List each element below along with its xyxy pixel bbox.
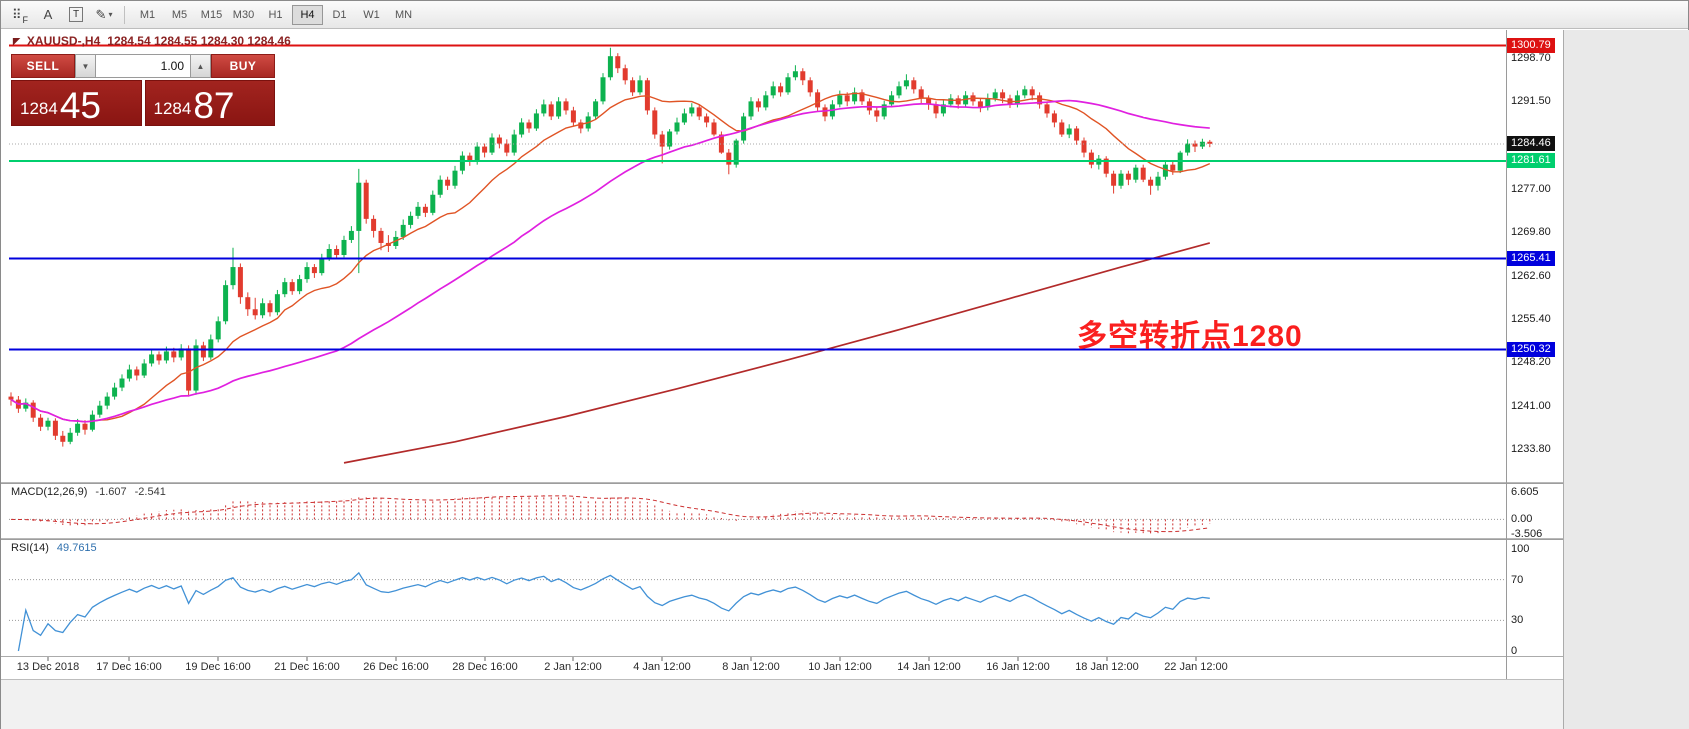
text-box-icon-glyph: T [68,7,84,22]
sell-price-main: 1284 [20,99,58,118]
macd-rsi-splitter[interactable] [1,538,1563,540]
buy-button[interactable]: BUY [211,54,275,78]
buy-price-tile[interactable]: 1284 87 [144,80,275,126]
trade-controls-row: SELL ▼ ▲ BUY [11,54,275,78]
macd-signal-value: -2.541 [134,486,166,498]
draw-tools-icon[interactable]: ✎ ▾ [91,4,117,26]
sell-button[interactable]: SELL [11,54,75,78]
lot-increase-button[interactable]: ▲ [190,54,211,78]
text-label-icon[interactable]: A [35,4,61,26]
text-label-icon-glyph: A [43,7,53,22]
toolbar-separator [124,5,125,24]
chart-annotation-text: 多空转折点1280 [1077,320,1303,353]
main-macd-splitter[interactable] [1,482,1563,484]
ohlc-values: 1284.54 1284.55 1284.30 1284.46 [107,34,291,48]
draw-tools-icon-glyph: ✎ [95,6,107,22]
rsi-value: 49.7615 [56,542,97,554]
timeframe-button-group: M1 M5 M15 M30 H1 H4 D1 W1 MN [132,4,419,25]
timeframe-button-h4[interactable]: H4 [292,4,323,25]
toolbar-icon-group: ⠿ F A T ✎ ▾ [7,4,117,26]
macd-indicator-label: MACD(12,26,9) -1.607 -2.541 [11,486,166,498]
symbol-name: XAUUSD-,H4 [26,34,101,48]
timeframe-button-mn[interactable]: MN [394,8,413,21]
rsi-name: RSI(14) [11,542,49,554]
lot-dropdown-button[interactable]: ▼ [75,54,96,78]
rsi-timeaxis-separator [1,656,1563,657]
draw-tools-icon-caret: ▾ [108,10,113,19]
text-box-icon[interactable]: T [63,4,89,26]
lot-size-input[interactable] [96,54,190,78]
timeframe-button-m30[interactable]: M30 [232,8,255,21]
macd-main-value: -1.607 [95,486,127,498]
workspace-empty-area [1563,30,1689,729]
timeframe-button-m1[interactable]: M1 [139,8,156,21]
sell-price-pips: 45 [59,84,101,126]
symbol-marker-icon: ◤ [13,35,20,46]
quote-header: ◤ XAUUSD-,H4 1284.54 1284.55 1284.30 128… [13,34,291,48]
timeframe-button-h1[interactable]: H1 [268,8,283,21]
rsi-indicator-label: RSI(14) 49.7615 [11,542,97,554]
macd-name: MACD(12,26,9) [11,486,88,498]
grid-dots-icon-suffix: F [22,14,29,25]
one-click-trading-panel: SELL ▼ ▲ BUY 1284 45 1284 87 [11,54,275,126]
price-axis-separator [1506,30,1507,679]
buy-price-main: 1284 [153,99,192,118]
buy-price-pips: 87 [193,84,235,126]
timeframe-button-m15[interactable]: M15 [200,8,223,21]
bottom-strip [1,679,1563,729]
trade-price-row: 1284 45 1284 87 [11,80,275,126]
grid-dots-icon-glyph: ⠿ [11,6,22,22]
sell-price-tile[interactable]: 1284 45 [11,80,142,126]
grid-dots-icon[interactable]: ⠿ F [7,4,33,26]
timeframe-button-d1[interactable]: D1 [332,8,347,21]
chart-toolbar: ⠿ F A T ✎ ▾ M1 M5 M15 M30 H1 H4 D1 W1 MN [1,1,1688,29]
chart-background [1,30,1563,679]
timeframe-button-m5[interactable]: M5 [171,8,188,21]
timeframe-button-w1[interactable]: W1 [363,8,380,21]
